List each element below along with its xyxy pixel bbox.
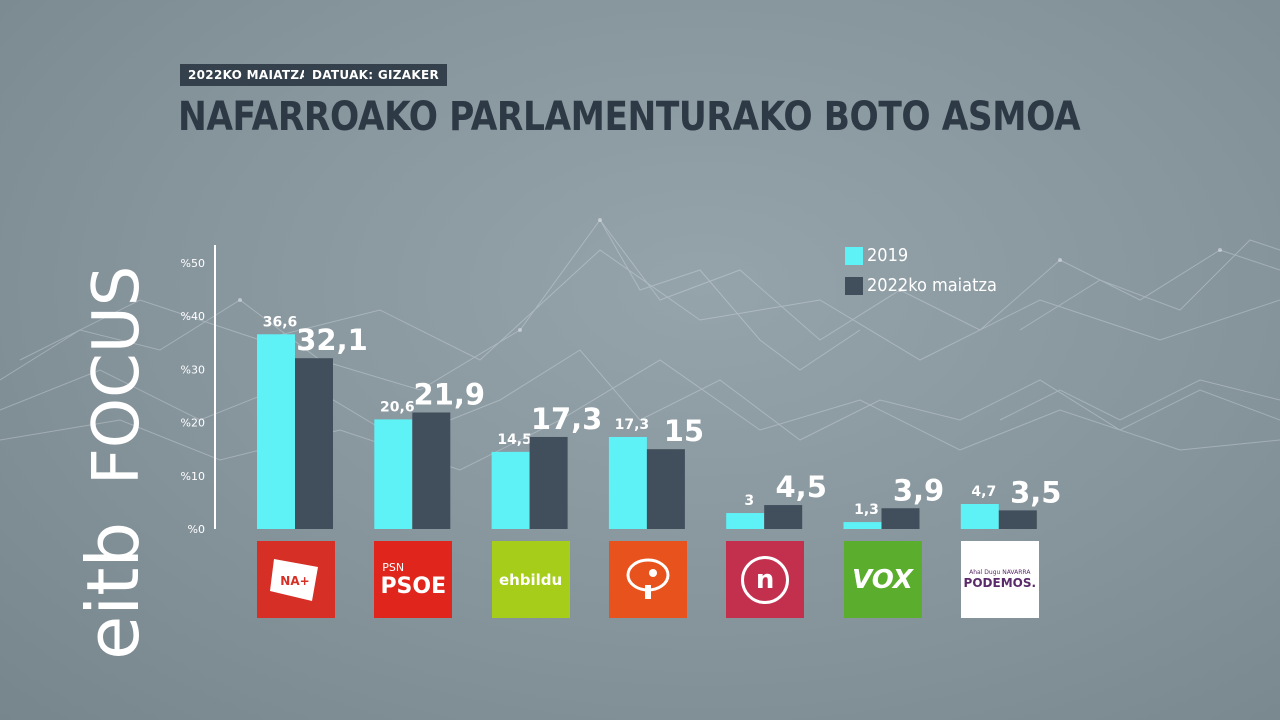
bar-2019 (608, 436, 647, 529)
bar-2019 (726, 513, 765, 529)
party-logo-text: PSOE (380, 573, 447, 599)
data-label-2019: 36,6 (263, 314, 298, 330)
bar-2022 (998, 510, 1037, 529)
psn-psoe-logo: PSN PSOE (374, 541, 453, 618)
y-tick-label: %40 (181, 310, 205, 323)
legend-swatch-2022 (845, 277, 863, 295)
y-tick-label: %10 (181, 470, 205, 483)
bar-2022 (295, 358, 333, 529)
bar-2022 (764, 505, 803, 529)
bar-2022 (412, 412, 451, 529)
brand-focus-text: FOCUS (80, 266, 154, 485)
y-tick-label: %0 (188, 523, 205, 536)
y-tick-label: %30 (181, 363, 205, 376)
data-label-2022: 4,5 (776, 470, 827, 504)
brand-eitb-text: eitb (71, 522, 155, 660)
source-tag: DATUAK: GIZAKER (304, 64, 447, 86)
vox-logo: VOX (843, 541, 922, 618)
navarra-suma-logo: NA+ (257, 541, 335, 618)
data-label-2019: 20,6 (380, 399, 415, 415)
bar-2019 (491, 451, 530, 529)
bar-2022 (529, 436, 568, 529)
data-label-2022: 3,9 (893, 473, 944, 507)
data-label-2022: 21,9 (414, 377, 486, 411)
data-label-2022: 17,3 (531, 402, 603, 436)
data-label-2019: 1,3 (854, 502, 879, 518)
y-tick-label: %50 (181, 257, 205, 270)
party-logo-subtext: Ahal Dugu NAVARRA (969, 569, 1031, 576)
bar-2019 (374, 419, 413, 529)
ehbildu-logo: ehbildu (491, 541, 570, 618)
eitb-focus-logo: eitb FOCUS (71, 266, 155, 660)
legend-label-2019: 2019 (867, 245, 909, 266)
data-label-2022: 32,1 (296, 323, 368, 357)
bar-2019 (960, 503, 999, 529)
data-label-2019: 3 (744, 493, 754, 509)
bar-2019 (843, 522, 882, 529)
y-tick-label: %20 (181, 417, 205, 430)
data-label-2019: 4,7 (971, 484, 996, 500)
data-label-2019: 14,5 (497, 432, 532, 448)
bar-2019 (257, 334, 295, 529)
bar-2022 (881, 508, 920, 529)
party-logo-subtext: PSN (382, 560, 405, 574)
party-logo-text: ehbildu (498, 570, 563, 589)
page-title: NAFARROAKO PARLAMENTURAKO BOTO ASMOA (178, 94, 1081, 140)
geroa-bai-tree-logo (608, 541, 687, 618)
data-label-2022: 15 (664, 414, 704, 448)
party-logo-text: n (755, 564, 775, 595)
bar-2022 (646, 449, 685, 529)
data-label-2022: 3,5 (1010, 475, 1061, 509)
party-logo-text: NA+ (280, 574, 309, 588)
date-tag: 2022KO MAIATZA (180, 64, 317, 86)
party-logo-text: VOX (852, 564, 913, 595)
party-logo-text: PODEMOS. (963, 576, 1037, 590)
legend-swatch-2019 (845, 247, 863, 265)
data-label-2019: 17,3 (615, 417, 650, 433)
nafarroa-logo: n (726, 541, 805, 618)
podemos-logo: Ahal Dugu NAVARRA PODEMOS. (960, 541, 1039, 618)
legend-label-2022: 2022ko maiatza (867, 275, 997, 296)
